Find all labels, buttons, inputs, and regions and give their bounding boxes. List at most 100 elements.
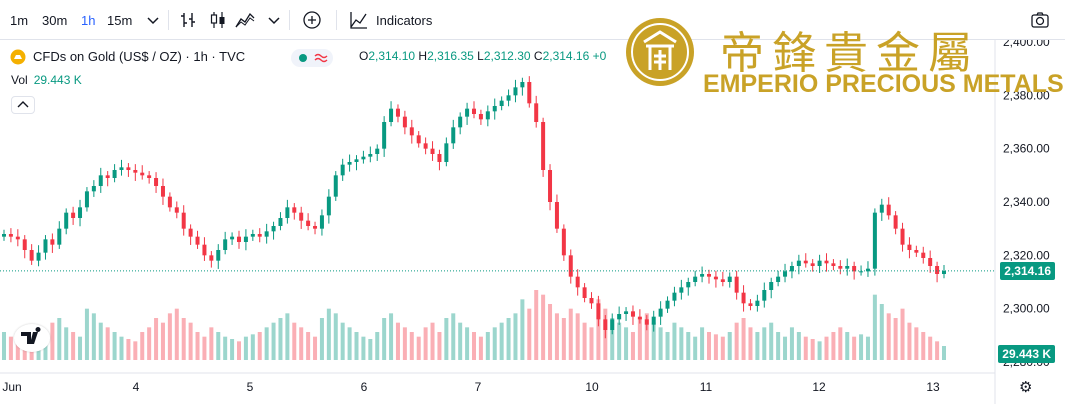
volume-bar [319,318,324,360]
gold-symbol-icon [10,49,26,65]
candle-body [91,186,96,192]
timeframe-1m[interactable]: 1m [10,13,29,28]
volume-bar [437,332,442,360]
price-chart[interactable]: 2,400.00 2,380.00 2,360.00 2,340.00 2,320.00… [0,40,1065,404]
area-chart-type-icon[interactable] [235,10,255,30]
volume-bar [285,313,290,360]
candle-body [395,108,400,117]
candle-body [458,116,463,128]
symbol-title[interactable]: CFDs on Gold (US$ / OZ) · 1h · TVC [33,49,246,64]
volume-bar [368,339,373,360]
brand-name-chinese: 帝鋒貴金屬 [720,28,980,79]
settings-gear-icon[interactable]: ⚙ [1019,379,1033,396]
volume-bar [720,336,725,360]
price-source-toggle[interactable] [291,49,333,67]
candle-body [859,271,864,273]
candle-body [243,236,248,242]
volume-bar [575,313,580,360]
candle-body [783,271,788,277]
candle-body [596,303,601,320]
candle-body [402,116,407,128]
volume-bar [154,318,159,360]
volume-bar [879,304,884,360]
candle-body [64,212,69,229]
volume-bar [354,332,359,360]
candle-body [720,279,725,282]
volume-bar [630,332,635,360]
indicators-button[interactable]: Indicators [376,13,433,28]
volume-bar [160,322,165,360]
volume-bar [485,332,490,360]
candle-body [658,308,663,317]
timeframe-1h[interactable]: 1h [81,13,96,28]
tradingview-logo[interactable] [14,324,50,352]
volume-bar [2,332,6,360]
candle-body [105,175,110,178]
volume-bar [257,332,262,360]
candle-body [942,270,946,274]
chart-toolbar: 1m 30m 1h 15m Indicators [0,0,1065,40]
volume-bar [554,313,559,360]
volume-bar [762,327,767,360]
volume-bar [610,318,615,360]
candle-body [382,122,387,149]
volume-bar [776,332,781,360]
candle-body [713,276,718,280]
volume-bar [617,322,622,360]
volume-bar [596,299,601,360]
volume-bar [624,327,629,360]
candle-body [140,172,145,176]
candle-body [160,186,165,197]
price-tick-label: 2,400.00 [1003,40,1050,49]
candle-body [223,239,228,250]
volume-bar [306,332,311,360]
candle-body [29,250,34,261]
candle-body [389,108,394,122]
collapse-legend-button[interactable] [11,96,35,114]
ohlc-values: O2,314.10 H2,316.35 L2,312.30 C2,314.16 … [359,49,607,63]
timeframe-30m[interactable]: 30m [42,13,68,28]
candle-body [568,255,573,277]
volume-bar [264,327,269,360]
price-tick-label: 2,300.00 [1003,302,1050,316]
volume-bar [928,336,933,360]
candle-body [637,316,642,320]
time-tick-label: 4 [133,380,140,394]
volume-bar [769,322,774,360]
bar-chart-type-icon[interactable] [178,10,198,30]
volume-bar [755,332,760,360]
add-compare-icon[interactable] [302,10,322,30]
volume-bar [568,308,573,360]
candle-body [803,260,808,264]
volume-bar [216,332,221,360]
candle-body [554,202,559,229]
volume-bar [783,336,788,360]
volume-bar [402,327,407,360]
price-tick-label: 2,340.00 [1003,195,1050,209]
camera-icon[interactable] [1030,10,1050,30]
candle-body [154,178,159,186]
volume-bar [188,322,193,360]
volume-bar [430,322,435,360]
volume-bar [520,299,525,360]
candle-body [727,276,732,282]
volume-bar [271,322,276,360]
chevron-down-icon[interactable] [264,10,284,30]
chevron-down-icon[interactable] [143,10,163,30]
candle-body [686,282,691,288]
indicators-icon[interactable] [349,10,369,30]
candle-body [112,170,117,178]
volume-bar [444,318,449,360]
volume-bar [748,327,753,360]
volume-bar [375,332,380,360]
timeframe-15m[interactable]: 15m [107,13,133,28]
brand-name-english: EMPERIO PRECIOUS METALS [703,70,1064,98]
volume-bar [223,336,228,360]
candle-body [831,263,836,266]
candle-body [541,122,546,170]
candle-body [527,82,532,104]
current-price-label: 2,314.16 [1000,262,1055,280]
candles-chart-type-icon[interactable] [208,10,228,30]
candle-body [451,127,456,144]
volume-bar [914,327,919,360]
